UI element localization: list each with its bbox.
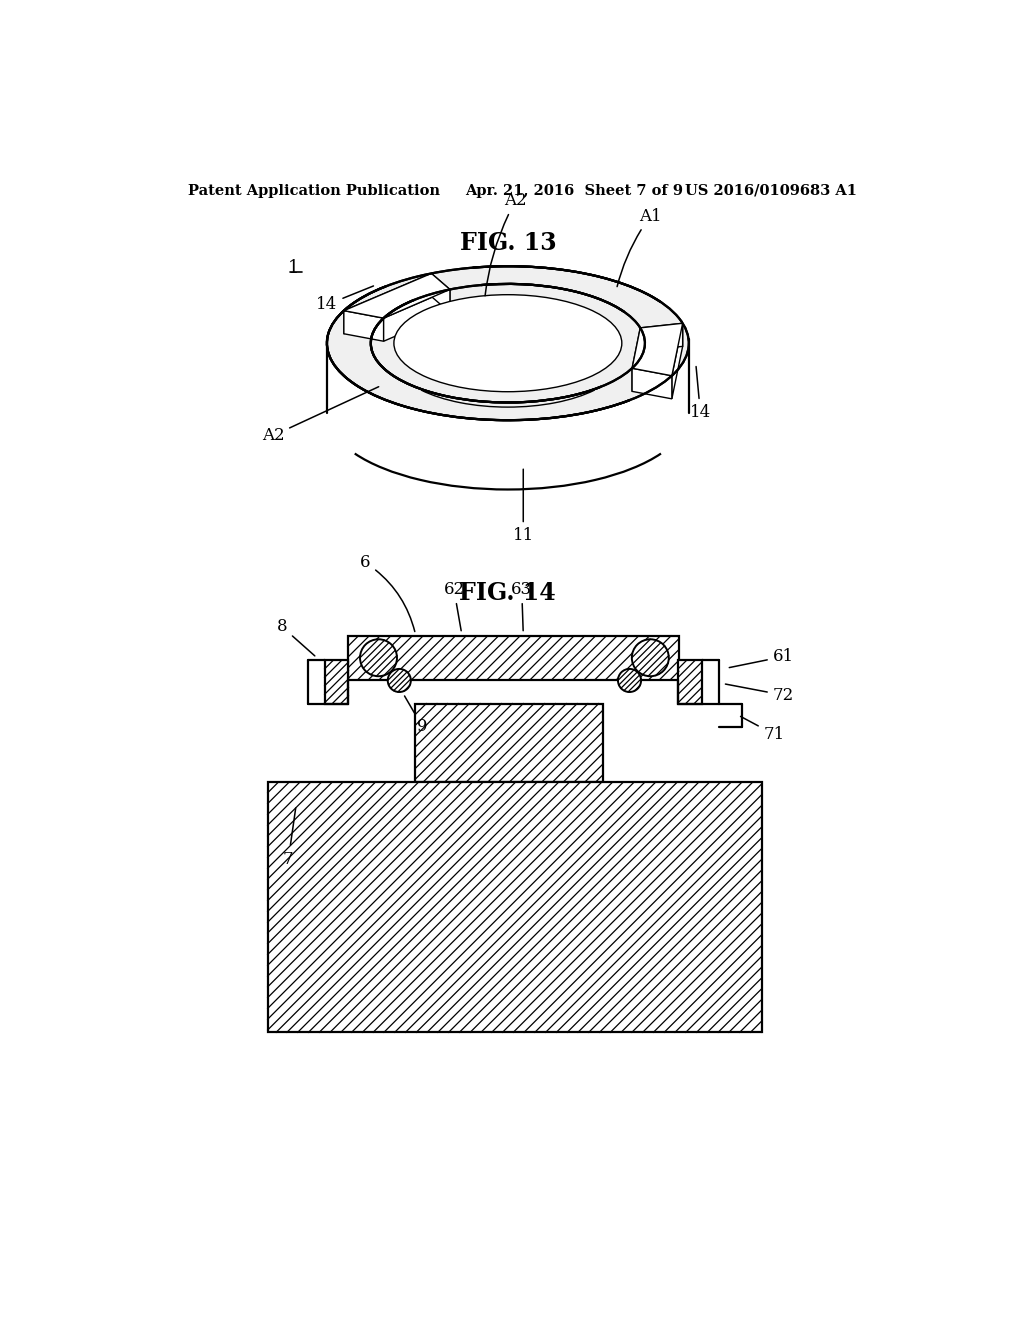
- Circle shape: [360, 639, 397, 676]
- Polygon shape: [344, 273, 450, 318]
- Text: 63: 63: [511, 581, 532, 631]
- Text: FIG. 14: FIG. 14: [460, 581, 556, 606]
- Circle shape: [617, 669, 641, 692]
- Text: 1: 1: [288, 259, 300, 277]
- Text: 72: 72: [725, 684, 794, 704]
- Text: FIG. 13: FIG. 13: [460, 231, 556, 255]
- Text: A2: A2: [485, 193, 527, 296]
- Bar: [325, 660, 348, 704]
- Text: A2: A2: [262, 387, 379, 444]
- Polygon shape: [344, 310, 384, 342]
- Polygon shape: [384, 289, 450, 342]
- Text: 61: 61: [729, 648, 794, 668]
- Polygon shape: [431, 273, 450, 313]
- Text: 62: 62: [443, 581, 465, 631]
- Text: 6: 6: [360, 554, 415, 631]
- Text: 14: 14: [316, 286, 374, 313]
- Bar: [416, 704, 602, 781]
- Text: 11: 11: [513, 469, 534, 544]
- Bar: [267, 781, 762, 1032]
- Polygon shape: [632, 368, 672, 399]
- Text: 7: 7: [283, 808, 296, 867]
- Bar: [348, 636, 679, 680]
- Text: US 2016/0109683 A1: US 2016/0109683 A1: [685, 183, 857, 198]
- Polygon shape: [632, 327, 640, 391]
- Polygon shape: [672, 323, 683, 399]
- Text: 8: 8: [276, 619, 314, 656]
- Polygon shape: [344, 273, 431, 334]
- Text: 71: 71: [740, 717, 784, 743]
- Ellipse shape: [394, 294, 622, 392]
- Text: Patent Application Publication: Patent Application Publication: [188, 183, 440, 198]
- Text: 9: 9: [404, 696, 428, 735]
- Text: A1: A1: [617, 207, 662, 286]
- Text: Apr. 21, 2016  Sheet 7 of 9: Apr. 21, 2016 Sheet 7 of 9: [466, 183, 683, 198]
- Polygon shape: [632, 323, 683, 376]
- Bar: [678, 660, 701, 704]
- Circle shape: [388, 669, 411, 692]
- Polygon shape: [640, 323, 683, 351]
- Ellipse shape: [327, 267, 689, 420]
- Circle shape: [632, 639, 669, 676]
- Text: 14: 14: [690, 367, 711, 421]
